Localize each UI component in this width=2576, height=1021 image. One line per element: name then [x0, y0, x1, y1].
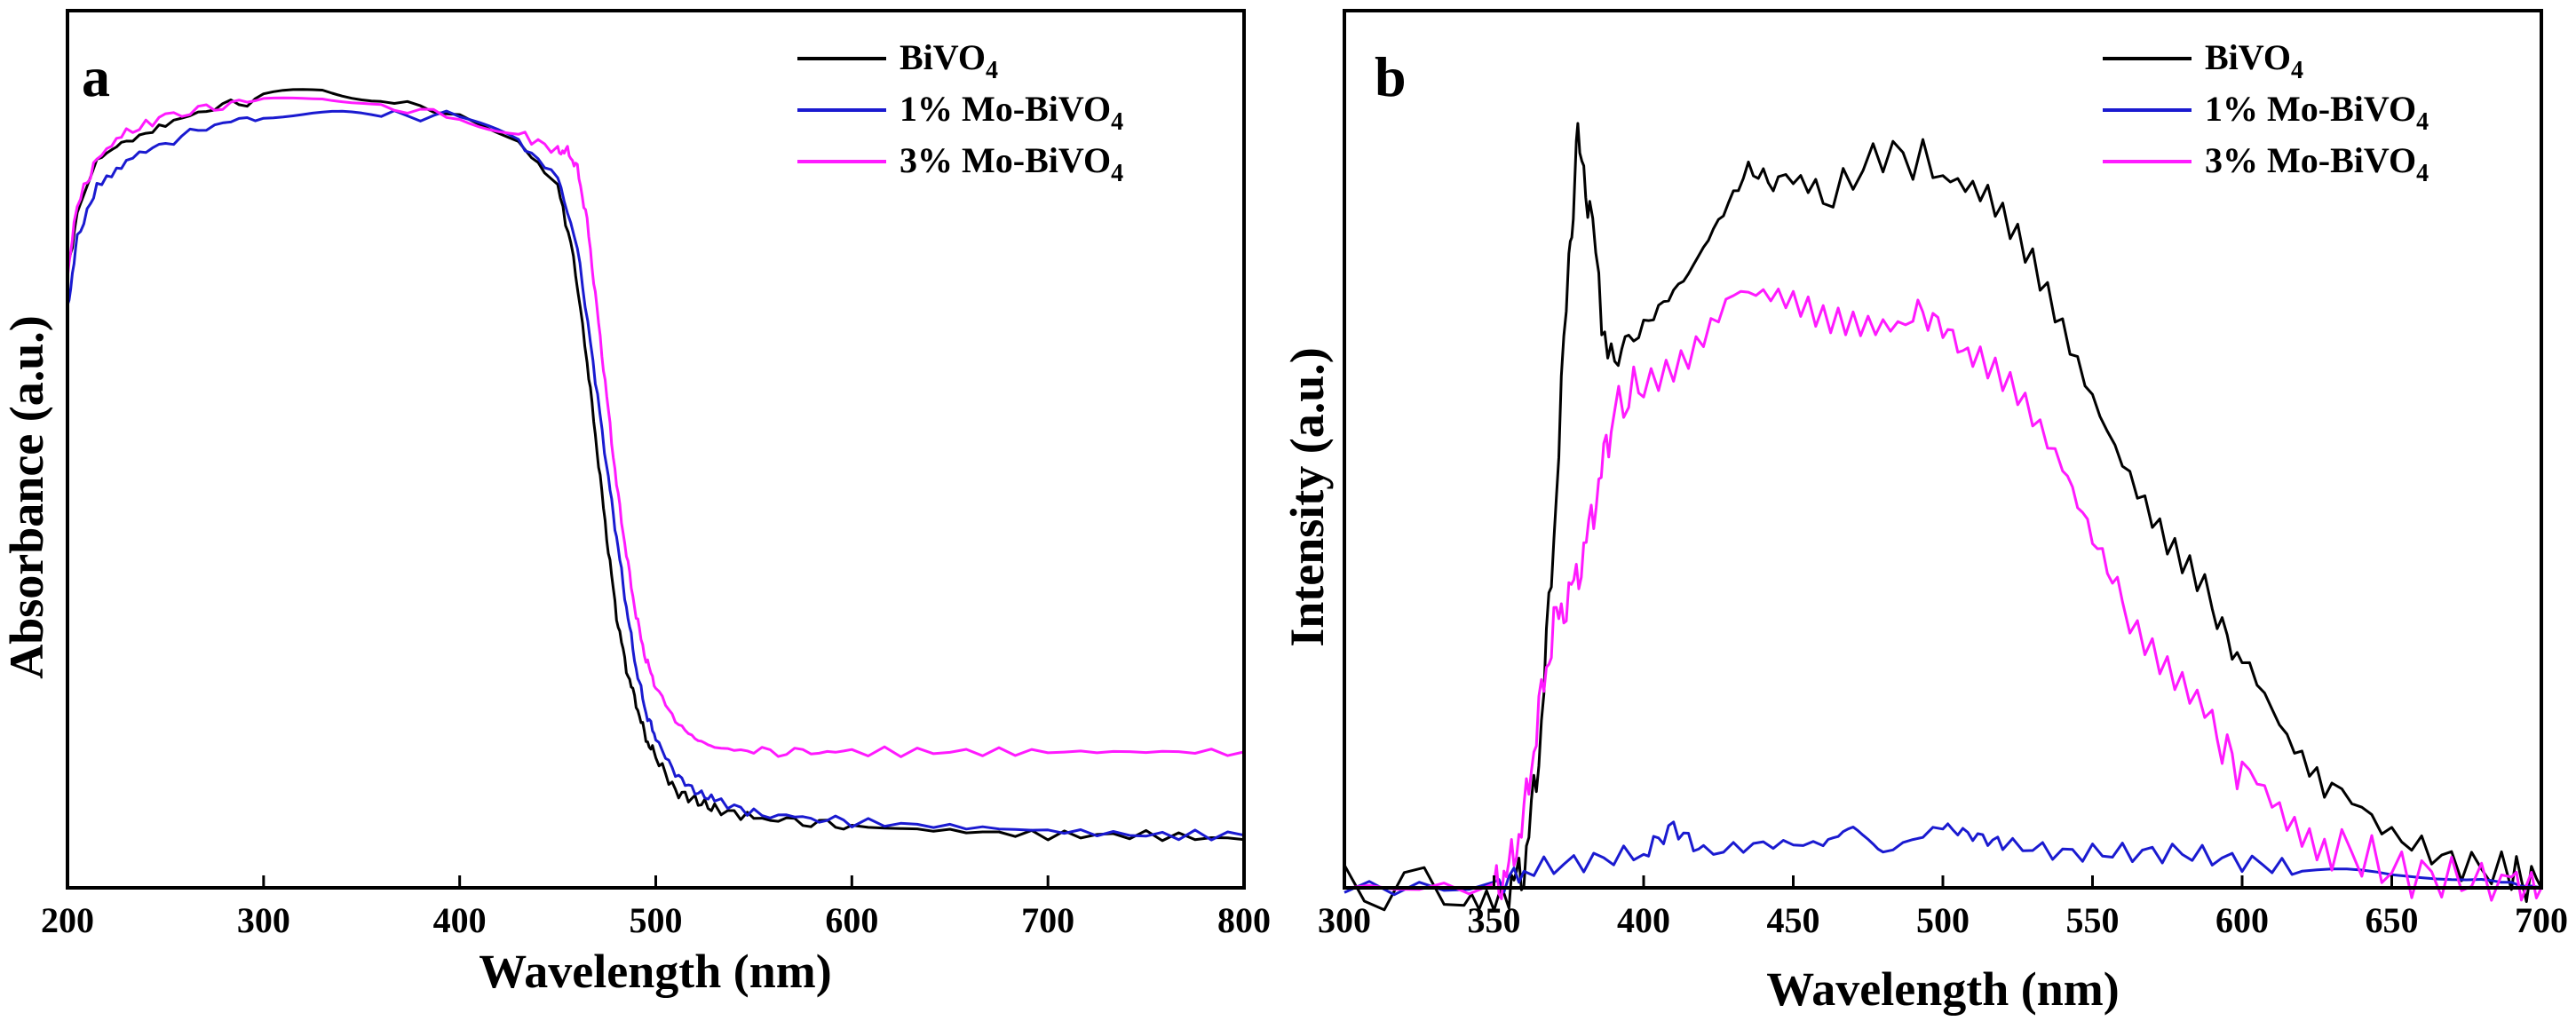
series-line-3: [66, 96, 1245, 758]
x-tick-label: 500: [630, 900, 683, 940]
panel-a: 200 300 400 500 600 700 800 a Wavelength (nm) …: [0, 9, 1271, 998]
x-tick-label: 800: [1217, 900, 1271, 940]
x-tick-label: 450: [1767, 900, 1820, 940]
x-tick-label: 600: [2215, 900, 2269, 940]
x-tick-label: 550: [2066, 900, 2120, 940]
panel-b-letter: b: [1375, 45, 1407, 108]
x-tick-label: 700: [2515, 900, 2568, 940]
series-line-3: [1343, 288, 2543, 902]
x-tick-label: 300: [237, 900, 290, 940]
panel-a-y-axis-label: Absorbance (a.u.): [0, 315, 53, 679]
x-tick-label: 400: [1617, 900, 1670, 940]
legend-label-3: 3% Mo-BiVO4: [2205, 140, 2429, 187]
panel-b-series-group: [1343, 122, 2543, 912]
x-tick-label: 300: [1318, 900, 1371, 940]
panel-b-y-axis-label: Intensity (a.u.): [1280, 347, 1334, 647]
series-line-2: [1343, 820, 2542, 897]
x-tick-label: 600: [825, 900, 878, 940]
legend-label-3: 3% Mo-BiVO4: [900, 140, 1123, 187]
panel-b-x-axis-label: Wavelength (nm): [1766, 962, 2120, 1016]
panel-a-series-group: [66, 88, 1245, 843]
series-line-1: [1343, 122, 2543, 912]
x-tick-label: 500: [1916, 900, 1970, 940]
x-tick-label: 400: [433, 900, 487, 940]
legend-label-2: 1% Mo-BiVO4: [900, 89, 1123, 136]
x-tick-label: 200: [41, 900, 94, 940]
legend-label-1: BiVO4: [900, 37, 998, 84]
panel-a-letter: a: [82, 45, 110, 108]
series-line-2: [66, 109, 1245, 842]
x-tick-label: 700: [1021, 900, 1074, 940]
panel-a-x-axis-label: Wavelength (nm): [479, 945, 832, 998]
legend-label-1: BiVO4: [2205, 37, 2303, 84]
x-tick-label: 650: [2366, 900, 2419, 940]
panel-a-ticks: 200 300 400 500 600 700 800: [41, 875, 1271, 940]
legend-label-2: 1% Mo-BiVO4: [2205, 89, 2429, 136]
x-tick-label: 350: [1468, 900, 1521, 940]
panel-b-ticks: 300 350 400 450 500 550 600 650 700: [1318, 875, 2568, 940]
panel-b: 300 350 400 450 500 550 600 650 700 b Wavelength…: [1280, 9, 2568, 1016]
